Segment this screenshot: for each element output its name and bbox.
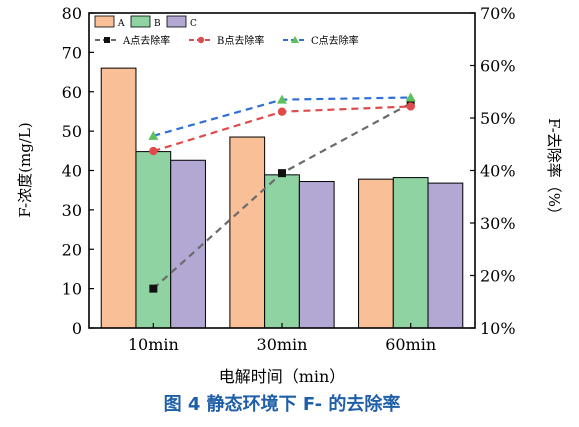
marker-2-60min bbox=[406, 102, 415, 111]
y2-tick-label: 60% bbox=[480, 57, 516, 76]
x-tick-label: 10min bbox=[128, 335, 179, 354]
marker-1-10min bbox=[149, 284, 158, 293]
legend-marker-1 bbox=[104, 37, 110, 43]
y2-tick-label: 20% bbox=[480, 267, 516, 286]
marker-1-30min bbox=[278, 169, 286, 178]
marker-3-30min bbox=[277, 94, 287, 104]
y2-axis-label: F-去除率（%） bbox=[545, 118, 563, 222]
marker-2-30min bbox=[277, 107, 287, 116]
x-tick-label: 30min bbox=[257, 335, 308, 354]
marker-2-10min bbox=[149, 146, 158, 156]
y-axis-label: F-浓度(mg/L) bbox=[16, 122, 34, 217]
bar-B-30min bbox=[264, 174, 300, 329]
axes-layer: 0 10 20 30 40 50 60 70 80 10% 20% 30% 40% 50% 60% 70% 10… bbox=[62, 4, 516, 354]
legend-marker-2 bbox=[197, 36, 205, 44]
bar-C-30min bbox=[298, 181, 335, 329]
y2-tick-label: 50% bbox=[480, 109, 516, 128]
legend-label-B: B bbox=[154, 19, 161, 29]
legend-label-line-1: A点去除率 bbox=[122, 34, 170, 47]
bar-A-10min bbox=[100, 67, 137, 329]
legend-marker-3 bbox=[291, 36, 299, 43]
y-tick-label: 30 bbox=[62, 201, 82, 220]
bar-A-60min bbox=[358, 178, 394, 329]
y-tick-label: 50 bbox=[62, 122, 82, 141]
y-tick-label: 10 bbox=[62, 280, 82, 299]
bar-C-60min bbox=[427, 182, 464, 329]
legend-swatch-A bbox=[94, 15, 115, 28]
bar-A-30min bbox=[229, 136, 266, 329]
bar-B-60min bbox=[392, 177, 429, 329]
lines-layer bbox=[148, 92, 416, 293]
bars-layer bbox=[100, 67, 464, 329]
marker-3-60min bbox=[405, 92, 416, 102]
y-tick-label: 80 bbox=[62, 4, 82, 23]
y2-tick-label: 30% bbox=[480, 214, 516, 233]
legend-swatch-C bbox=[166, 15, 187, 28]
legend: A B C A点去除率 B点去除率 C点去除率 bbox=[94, 15, 359, 47]
x-axis-label: 电解时间（min） bbox=[219, 367, 346, 386]
y-tick-label: 20 bbox=[62, 240, 82, 259]
bar-C-10min bbox=[170, 159, 206, 329]
legend-swatch-B bbox=[130, 15, 151, 28]
legend-label-line-2: B点去除率 bbox=[217, 34, 264, 47]
y-tick-label: 40 bbox=[62, 162, 82, 181]
y-tick-label: 70 bbox=[62, 43, 82, 62]
y-tick-label: 0 bbox=[72, 319, 82, 338]
marker-3-10min bbox=[148, 130, 159, 140]
legend-label-C: C bbox=[190, 19, 197, 29]
y2-tick-label: 40% bbox=[480, 162, 516, 181]
y2-tick-label: 70% bbox=[480, 4, 516, 23]
legend-label-A: A bbox=[117, 19, 125, 29]
bar-B-10min bbox=[135, 151, 172, 329]
y2-tick-label: 10% bbox=[480, 319, 516, 338]
legend-label-line-3: C点去除率 bbox=[311, 34, 359, 47]
figure-caption: 图 4 静态环境下 F- 的去除率 bbox=[164, 393, 401, 415]
x-tick-label: 60min bbox=[385, 335, 436, 354]
y-tick-label: 60 bbox=[62, 83, 82, 102]
